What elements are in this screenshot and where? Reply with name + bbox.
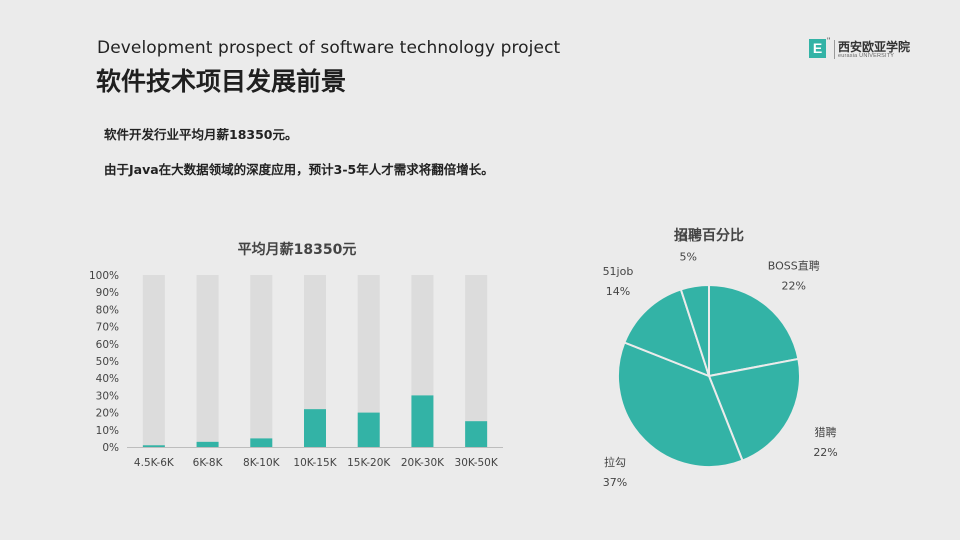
- y-tick-label: 50%: [96, 356, 119, 368]
- bar-track: [465, 275, 488, 447]
- bar-track: [357, 275, 380, 447]
- pie-value-label: 5%: [679, 251, 696, 264]
- y-tick-label: 20%: [96, 408, 119, 420]
- pie-slice: [617, 341, 744, 468]
- bar-track: [142, 275, 165, 447]
- y-tick-label: 60%: [96, 339, 119, 351]
- university-logo: E " 西安欧亚学院 eurasia UNIVERSITY: [809, 36, 921, 61]
- y-tick-label: 100%: [89, 270, 119, 282]
- y-tick-label: 0%: [102, 442, 119, 454]
- pie-value-label: 22%: [782, 280, 806, 293]
- logo-divider: [834, 40, 835, 59]
- pie-slice: [707, 357, 801, 462]
- logo-name-en: eurasia UNIVERSITY: [838, 53, 895, 59]
- x-tick-label: 6K-8K: [193, 457, 224, 469]
- logo-quote: ": [827, 36, 831, 46]
- pie-label: 其他: [677, 231, 699, 244]
- pie-value-label: 14%: [606, 285, 630, 298]
- y-tick-label: 90%: [96, 287, 119, 299]
- pie-value-label: 22%: [813, 446, 837, 459]
- y-tick-label: 80%: [96, 304, 119, 316]
- bar: [357, 412, 380, 447]
- x-tick-label: 8K-10K: [243, 457, 281, 469]
- pie-label: 51job: [603, 265, 634, 278]
- page-title: 软件技术项目发展前景: [96, 67, 347, 96]
- logo-mark-icon: E: [809, 39, 826, 58]
- y-tick-label: 40%: [96, 373, 119, 385]
- bar-track: [304, 275, 326, 447]
- y-tick-label: 10%: [96, 425, 119, 437]
- pie-slice: [708, 283, 800, 378]
- y-tick-label: 30%: [96, 390, 119, 402]
- pie-value-label: 37%: [603, 476, 627, 489]
- bar-track: [196, 275, 219, 447]
- logo-name-cn: 西安欧亚学院: [838, 40, 911, 54]
- bar: [465, 421, 488, 447]
- bar-chart-title: 平均月薪18350元: [238, 241, 357, 258]
- pie-label: BOSS直聘: [768, 259, 820, 273]
- x-tick-label: 30K-50K: [455, 457, 499, 469]
- bar: [250, 438, 273, 447]
- bullet-salary: 软件开发行业平均月薪18350元。: [104, 127, 298, 142]
- bullet-java-demand: 由于Java在大数据领域的深度应用，预计3-5年人才需求将翻倍增长。: [104, 162, 494, 177]
- bar: [196, 441, 219, 447]
- bar: [304, 409, 326, 447]
- pie-label: 拉勾: [604, 455, 626, 469]
- x-tick-label: 15K-20K: [347, 457, 391, 469]
- page-subtitle-en: Development prospect of software technol…: [97, 38, 561, 58]
- pie-slice: [679, 283, 710, 377]
- y-tick-label: 70%: [96, 322, 119, 334]
- x-tick-label: 20K-30K: [401, 457, 445, 469]
- x-tick-label: 10K-15K: [293, 457, 337, 469]
- bar-track: [250, 275, 273, 447]
- bar: [411, 395, 434, 447]
- pie-chart-title: 招聘百分比: [674, 227, 744, 244]
- pie-label: 猎聘: [815, 425, 837, 439]
- x-tick-label: 4.5K-6K: [134, 457, 175, 469]
- bar: [142, 445, 165, 447]
